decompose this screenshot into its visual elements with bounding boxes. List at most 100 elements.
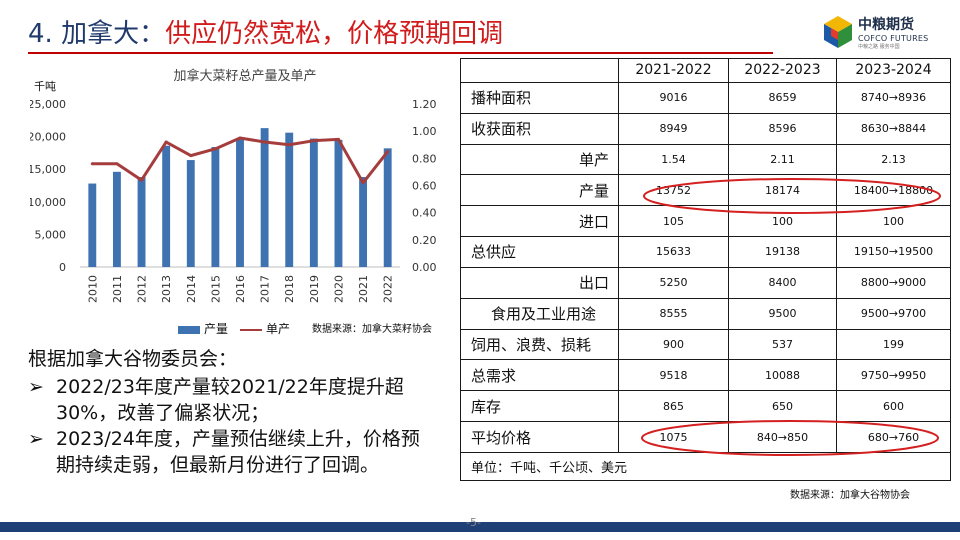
bar-production [112, 171, 121, 267]
supply-demand-table: 2021-2022 2022-2023 2023-2024 播种面积 9016 … [460, 58, 951, 482]
table-cell: 9500→9700 [836, 297, 951, 330]
bar-production [186, 160, 195, 267]
legend-bar-swatch [178, 325, 200, 334]
table-cell: 9016 [618, 81, 729, 114]
x-tick-label: 2019 [308, 275, 321, 303]
row-label: 平均价格 [460, 421, 619, 453]
legend-label-production: 产量 [204, 322, 229, 336]
bar-production [309, 138, 318, 267]
chart-title: 加拿大菜籽总产量及单产 [173, 68, 316, 84]
table-header-cell: 2022-2023 [728, 58, 837, 83]
x-tick-label: 2018 [283, 275, 296, 303]
y-right-tick-label: 0.20 [412, 234, 437, 247]
row-label: 单产 [460, 143, 619, 176]
y-right-tick-label: 0.00 [412, 261, 437, 274]
point-yield [263, 140, 267, 144]
y-right-tick-label: 1.00 [412, 125, 437, 138]
y-right-tick-label: 0.60 [412, 180, 437, 193]
table-row: 平均价格 1075 840→850 680→760 [460, 421, 951, 453]
table-source: 数据来源：加拿大谷物协会 [790, 490, 910, 501]
chart-unit-label: 千吨 [34, 80, 56, 93]
x-tick-label: 2022 [382, 275, 395, 303]
row-label: 播种面积 [460, 81, 619, 114]
x-tick-label: 2016 [234, 275, 247, 303]
unit-note: 单位：千吨、千公顷、美元 [460, 451, 951, 482]
y-left-tick-label: 0 [59, 261, 66, 274]
logo-slogan: 中粮之路 服务中国 [858, 44, 900, 50]
table-cell: 8740→8936 [836, 81, 951, 114]
title-number: 4. 加拿大： [28, 19, 166, 49]
table-cell: 1.54 [618, 143, 729, 176]
table-row: 出口 5250 8400 8800→9000 [460, 266, 951, 299]
table-cell: 8596 [728, 112, 837, 145]
table-cell: 2.13 [836, 143, 951, 176]
bar-production [334, 139, 343, 267]
chart-source: 数据来源：加拿大菜籽协会 [312, 324, 432, 335]
row-label: 进口 [460, 205, 619, 238]
table-cell: 13752 [618, 174, 729, 207]
logo-english: COFCO FUTURES [858, 34, 929, 43]
note-bullet: ➢ 2022/23年度产量较2021/22年度提升超30%，改善了偏紧状况； [28, 374, 428, 426]
bar-production [137, 177, 146, 267]
table-unit-row: 单位：千吨、千公顷、美元 [460, 451, 951, 482]
table-row: 单产 1.54 2.11 2.13 [460, 143, 951, 176]
table-cell: 18174 [728, 174, 837, 207]
x-tick-label: 2014 [185, 275, 198, 303]
x-tick-label: 2015 [209, 275, 222, 303]
logo-chinese: 中粮期货 [858, 17, 914, 33]
table-cell: 8800→9000 [836, 266, 951, 299]
cofco-logo: 中粮期货 COFCO FUTURES 中粮之路 服务中国 [822, 12, 954, 52]
bullet-arrow-icon: ➢ [28, 428, 44, 450]
table-row: 进口 105 100 100 [460, 205, 951, 238]
row-label: 饲用、浪费、损耗 [460, 328, 619, 361]
table-cell: 1075 [618, 421, 729, 453]
point-yield [115, 162, 119, 166]
x-tick-label: 2011 [111, 275, 124, 303]
note-text: 2022/23年度产量较2021/22年度提升超30%，改善了偏紧状况； [56, 376, 404, 424]
table-cell: 8659 [728, 81, 837, 114]
point-yield [213, 147, 217, 151]
table-row: 播种面积 9016 8659 8740→8936 [460, 81, 951, 114]
bullet-arrow-icon: ➢ [28, 376, 44, 398]
table-cell: 19138 [728, 236, 837, 268]
bar-production [162, 145, 171, 267]
table-cell: 865 [618, 390, 729, 423]
table-cell: 199 [836, 328, 951, 361]
point-yield [140, 178, 144, 182]
note-text: 2023/24年度，产量预估继续上升，价格预期持续走弱，但最新月份进行了回调。 [56, 428, 420, 476]
legend-line-swatch [240, 328, 263, 331]
bar-production [88, 183, 97, 267]
bar-production [236, 139, 244, 267]
point-yield [238, 136, 242, 140]
title-underline [28, 52, 773, 54]
bar-production [211, 147, 220, 267]
row-label: 食用及工业用途 [460, 297, 619, 330]
point-yield [312, 139, 316, 143]
table-cell: 9500 [728, 297, 837, 330]
table-cell: 600 [836, 390, 951, 423]
table-cell: 8949 [618, 112, 729, 145]
bar-production [260, 128, 269, 267]
bar-production [285, 132, 294, 267]
point-yield [287, 143, 291, 147]
table-row: 收获面积 8949 8596 8630→8844 [460, 112, 951, 145]
table-cell: 9518 [618, 359, 729, 392]
bar-production [383, 148, 392, 267]
table-row: 饲用、浪费、损耗 900 537 199 [460, 328, 951, 361]
y-right-tick-label: 0.40 [412, 207, 437, 220]
table-row: 总需求 9518 10088 9750→9950 [460, 359, 951, 392]
title-text: 供应仍然宽松，价格预期回调 [165, 19, 504, 49]
table-row: 总供应 15633 19138 19150→19500 [460, 236, 951, 268]
table-cell: 650 [728, 390, 837, 423]
row-label: 出口 [460, 266, 619, 299]
chart-legend: 产量 单产 [178, 320, 290, 337]
page-number: -5- [466, 516, 481, 529]
table-cell: 8555 [618, 297, 729, 330]
table-cell: 100 [728, 205, 837, 238]
table-cell: 5250 [618, 266, 729, 299]
y-left-tick-label: 20,000 [30, 131, 66, 144]
page-title: 4. 加拿大：供应仍然宽松，价格预期回调 [28, 16, 503, 52]
table-cell: 2.11 [728, 143, 837, 176]
bar-production [359, 177, 368, 267]
table-cell: 9750→9950 [836, 359, 951, 392]
